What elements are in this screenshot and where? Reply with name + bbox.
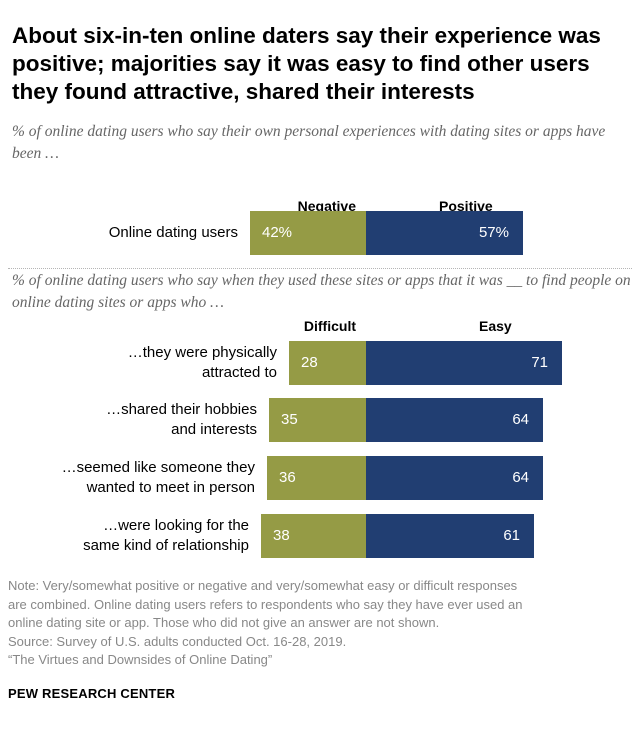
legend-negative: Negative [297, 198, 356, 214]
brand-label: PEW RESEARCH CENTER [8, 686, 176, 701]
bar-difficult: 38 [261, 514, 366, 558]
bar-value-label: 71 [531, 354, 548, 371]
chart-notes: Note: Very/somewhat positive or negative… [8, 577, 632, 670]
bar-value-label: 36 [279, 469, 296, 486]
bar-negative: 42% [250, 211, 366, 255]
note-line: are combined. Online dating users refers… [8, 596, 523, 612]
chart-title: About six-in-ten online daters say their… [12, 23, 601, 104]
category-label: Online dating users [108, 224, 238, 241]
bar-positive: 57% [366, 211, 523, 255]
source-line: Source: Survey of U.S. adults conducted … [8, 633, 347, 649]
bar-value-label: 38 [273, 527, 290, 544]
bar-easy: 61 [366, 514, 534, 558]
category-label: …they were physically attracted to [127, 344, 277, 381]
bar-value-label: 64 [512, 469, 529, 486]
bar-difficult: 35 [269, 398, 366, 442]
note-line: online dating site or app. Those who did… [8, 615, 440, 630]
bar-easy: 64 [366, 456, 543, 500]
bar-difficult: 28 [289, 341, 366, 385]
category-label: …were looking for the same kind of relati… [83, 517, 249, 554]
category-label: …shared their hobbies and interests [106, 401, 257, 438]
legend-easy: Easy [479, 318, 512, 334]
bar-value-label: 61 [503, 527, 520, 544]
bar-value-label: 64 [512, 411, 529, 428]
bar-value-label: 35 [281, 411, 298, 428]
bar-value-label: 57% [478, 224, 509, 241]
report-title-line: “The Virtues and Downsides of Online Dat… [8, 652, 273, 667]
note-line: Note: Very/somewhat positive or negative… [8, 578, 518, 593]
bar-value-label: 28 [301, 354, 318, 371]
bar-easy: 64 [366, 398, 543, 442]
legend-difficult: Difficult [303, 318, 356, 334]
category-label: …seemed like someone they wanted to meet … [61, 459, 255, 496]
chart-subtitle-experience: % of online dating users who say their o… [12, 123, 606, 162]
chart-subtitle-ease: % of online dating users who say when th… [12, 272, 631, 311]
bar-easy: 71 [366, 341, 562, 385]
bar-difficult: 36 [267, 456, 366, 500]
bar-value-label: 42% [262, 224, 293, 241]
legend-positive: Positive [439, 198, 493, 214]
section-divider [8, 268, 632, 269]
